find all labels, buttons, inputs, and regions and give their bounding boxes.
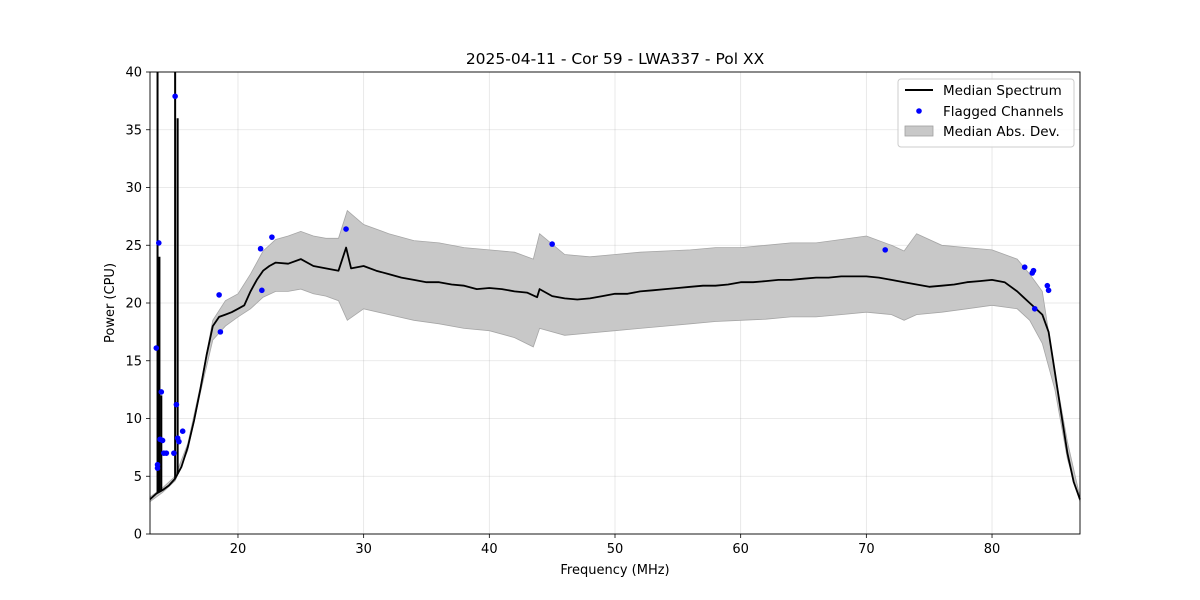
legend: Median Spectrum Flagged Channels Median … [897, 78, 1075, 148]
median-spectrum-path [149, 246, 1081, 501]
y-tick-label: 20 [125, 297, 142, 312]
y-tick-label: 5 [134, 470, 142, 485]
x-tick-label: 80 [984, 542, 1001, 557]
flagged-channel-point [154, 465, 161, 471]
x-tick-label: 20 [230, 542, 247, 557]
flagged-channel-point [343, 226, 349, 232]
flagged-channel-point [171, 450, 177, 456]
flagged-channel-point [257, 245, 264, 252]
flagged-channel-point [269, 234, 275, 240]
flagged-channel-point [172, 93, 178, 100]
flagged-channel-point [1031, 305, 1038, 312]
flagged-channel-point [159, 437, 166, 444]
chart-title: 2025-04-11 - Cor 59 - LWA337 - Pol XX [466, 50, 765, 68]
x-tick-label: 30 [355, 542, 372, 557]
y-tick-label: 25 [125, 239, 142, 254]
y-tick-label: 30 [125, 181, 142, 196]
flagged-channel-point [1030, 267, 1037, 274]
flagged-channel-point [259, 287, 265, 294]
flagged-channel-point [176, 438, 182, 445]
x-tick-label: 50 [607, 542, 624, 557]
legend-label-flagged: Flagged Channels [943, 104, 1064, 120]
legend-patch-swatch [904, 125, 934, 137]
legend-marker-swatch [916, 108, 922, 114]
flagged-channel-point [173, 401, 180, 408]
flagged-points [153, 93, 1052, 471]
y-axis-title: Power (CPU) [103, 263, 118, 343]
flagged-channel-point [882, 247, 889, 253]
x-axis-title: Frequency (MHz) [560, 563, 669, 578]
legend-box [897, 78, 1075, 148]
y-tick-label: 0 [134, 528, 142, 543]
flagged-channel-point [163, 450, 170, 456]
y-tick-label: 40 [125, 66, 142, 81]
flagged-channel-point [1021, 264, 1028, 270]
y-tick-label: 15 [125, 354, 142, 369]
flagged-channel-point [158, 389, 165, 395]
flagged-channel-point [155, 240, 162, 246]
flagged-channel-point [217, 329, 224, 335]
x-tick-label: 60 [732, 542, 749, 557]
y-tick-label: 10 [125, 412, 142, 427]
rfi-spikes [156, 72, 179, 493]
flagged-channel-point [1044, 282, 1051, 289]
x-tick-label: 40 [481, 542, 498, 557]
legend-label-median: Median Spectrum [943, 83, 1062, 99]
flagged-channel-point [179, 428, 186, 435]
y-tick-label: 35 [125, 123, 142, 138]
flagged-channel-point [153, 345, 160, 351]
legend-label-mad: Median Abs. Dev. [943, 124, 1060, 140]
flagged-channel-point [216, 292, 222, 298]
x-tick-label: 70 [858, 542, 875, 557]
flagged-channel-point [549, 241, 555, 247]
x-axis-ticks: 20 30 40 50 60 70 80 [230, 534, 1001, 557]
median-spectrum-line [149, 246, 1081, 501]
y-axis-ticks: 0 5 10 15 20 25 30 35 40 [125, 66, 150, 543]
flagged-channel-point [1045, 287, 1052, 294]
